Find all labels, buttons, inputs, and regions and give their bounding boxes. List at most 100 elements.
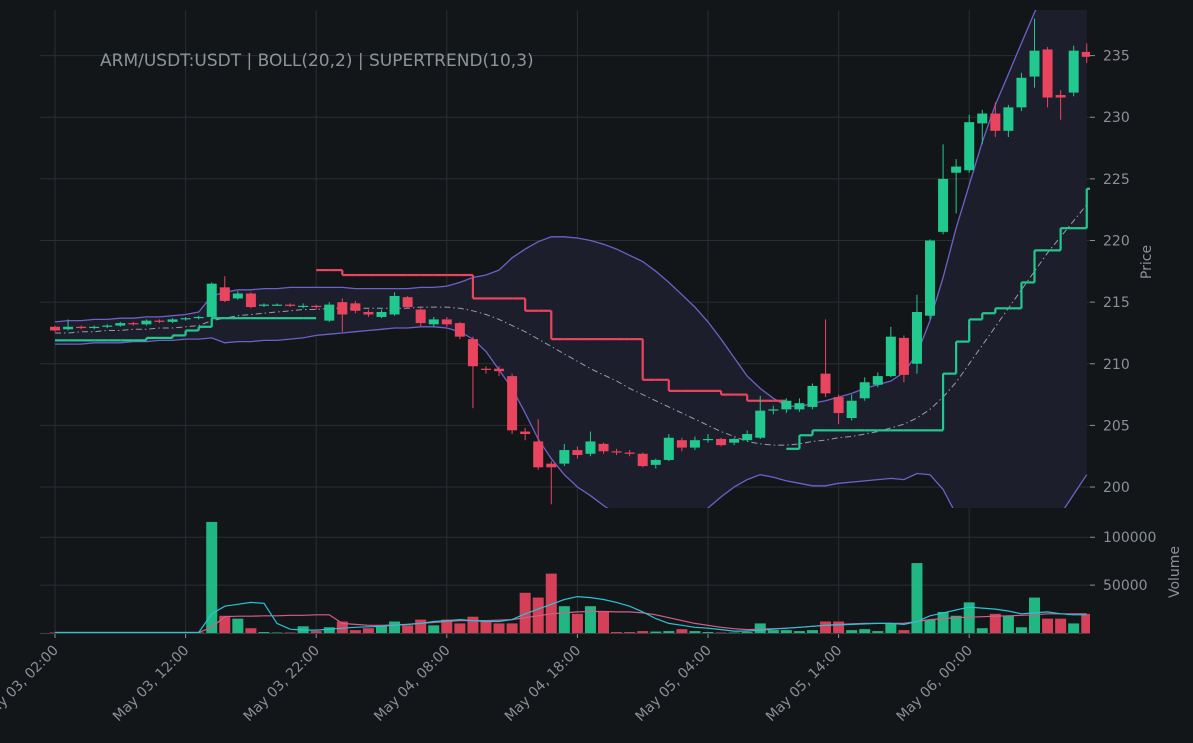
candle-body	[128, 323, 139, 325]
candle-body	[285, 304, 296, 306]
candle-body	[624, 452, 635, 454]
candle-body	[258, 304, 269, 306]
candle-body	[1016, 77, 1027, 108]
candle-body	[180, 318, 191, 320]
candle-body	[598, 443, 609, 452]
candle-body	[1055, 95, 1066, 98]
volume-bar	[741, 632, 753, 633]
volume-bar	[362, 628, 374, 633]
volume-bar	[611, 632, 623, 633]
candle-body	[115, 323, 126, 326]
volume-bar	[232, 618, 244, 633]
volume-bar	[780, 630, 792, 633]
volume-bar	[1055, 618, 1067, 633]
volume-bar	[911, 563, 923, 633]
volume-bar	[219, 615, 231, 633]
candle-body	[663, 437, 674, 460]
candle-body	[232, 293, 243, 299]
candle-body	[63, 326, 74, 330]
x-tick-label: May 04, 18:00	[502, 643, 584, 725]
volume-bar	[493, 623, 505, 633]
candle-body	[572, 450, 583, 455]
volume-bar	[245, 628, 257, 633]
volume-bar	[480, 621, 492, 633]
candle-body	[389, 295, 400, 315]
volume-bar	[793, 631, 805, 633]
candle-body	[546, 463, 557, 468]
volume-bar	[336, 621, 348, 633]
volume-panel	[49, 521, 1090, 634]
volume-bar	[924, 619, 936, 633]
candle-body	[324, 304, 335, 321]
candle-body	[428, 319, 439, 325]
candle-body	[637, 453, 648, 467]
price-panel	[50, 10, 1090, 508]
candle-body	[676, 440, 687, 448]
candle-body	[689, 440, 700, 448]
candle-body	[859, 382, 870, 399]
bollinger-lower	[55, 326, 1088, 508]
y-tick-label: 210	[1103, 357, 1130, 373]
volume-bar	[441, 619, 453, 633]
candle-body	[50, 326, 60, 331]
volume-bar	[349, 630, 361, 633]
volume-bar	[1015, 627, 1027, 633]
candle-body	[102, 325, 113, 327]
volume-bar	[1002, 615, 1014, 633]
candle-body	[977, 113, 988, 124]
volume-bar	[663, 631, 675, 633]
candle-body	[298, 305, 309, 308]
candle-body	[938, 178, 949, 232]
volume-bar	[258, 632, 270, 633]
candle-body	[219, 287, 230, 301]
candle-body	[1029, 50, 1040, 77]
volume-ma	[55, 595, 1087, 634]
y-tick-label: 215	[1103, 295, 1130, 311]
candle-body	[755, 410, 766, 438]
candle-body	[454, 323, 465, 337]
volume-bar	[872, 631, 884, 633]
volume-bar	[859, 629, 871, 633]
y-tick-label: 230	[1103, 110, 1130, 126]
candle-body	[716, 438, 727, 446]
candle-body	[833, 397, 844, 414]
candle-body	[820, 373, 831, 394]
candle-body	[311, 305, 322, 308]
candle-body	[990, 113, 1001, 131]
candle-body	[89, 326, 100, 329]
candle-body	[272, 304, 283, 306]
volume-bar	[545, 573, 557, 633]
candle-body	[559, 450, 570, 464]
volume-bar	[820, 621, 832, 633]
x-tick-label: May 03, 22:00	[241, 643, 323, 725]
volume-bar	[702, 632, 714, 633]
volume-bar	[898, 630, 910, 633]
candle-body	[467, 339, 478, 367]
x-tick-label: May 06, 00:00	[894, 643, 976, 725]
volume-bar	[689, 631, 701, 633]
volume-bar	[1042, 618, 1054, 633]
candle-body	[872, 376, 883, 385]
volume-bar	[415, 619, 427, 633]
candle-body	[533, 441, 544, 468]
candle-body	[1003, 107, 1014, 131]
volume-bar	[767, 630, 779, 633]
x-tick-label: May 04, 08:00	[371, 643, 453, 725]
candle-body	[441, 319, 452, 325]
volume-bar	[571, 613, 583, 633]
candle-body	[768, 409, 779, 411]
volume-tick-label: 100000	[1103, 530, 1156, 546]
volume-bar	[598, 611, 610, 633]
candle-body	[507, 376, 518, 431]
candle-body	[885, 336, 896, 377]
candle-body	[520, 431, 531, 435]
candle-body	[807, 385, 818, 407]
candle-body	[611, 451, 622, 453]
candle-body	[846, 400, 857, 419]
candle-body	[1081, 51, 1090, 57]
y-tick-label: 220	[1103, 234, 1130, 250]
candle-body	[350, 303, 361, 311]
candle-body	[402, 297, 413, 308]
chart-title: ARM/USDT:USDT | BOLL(20,2) | SUPERTREND(…	[100, 51, 534, 71]
